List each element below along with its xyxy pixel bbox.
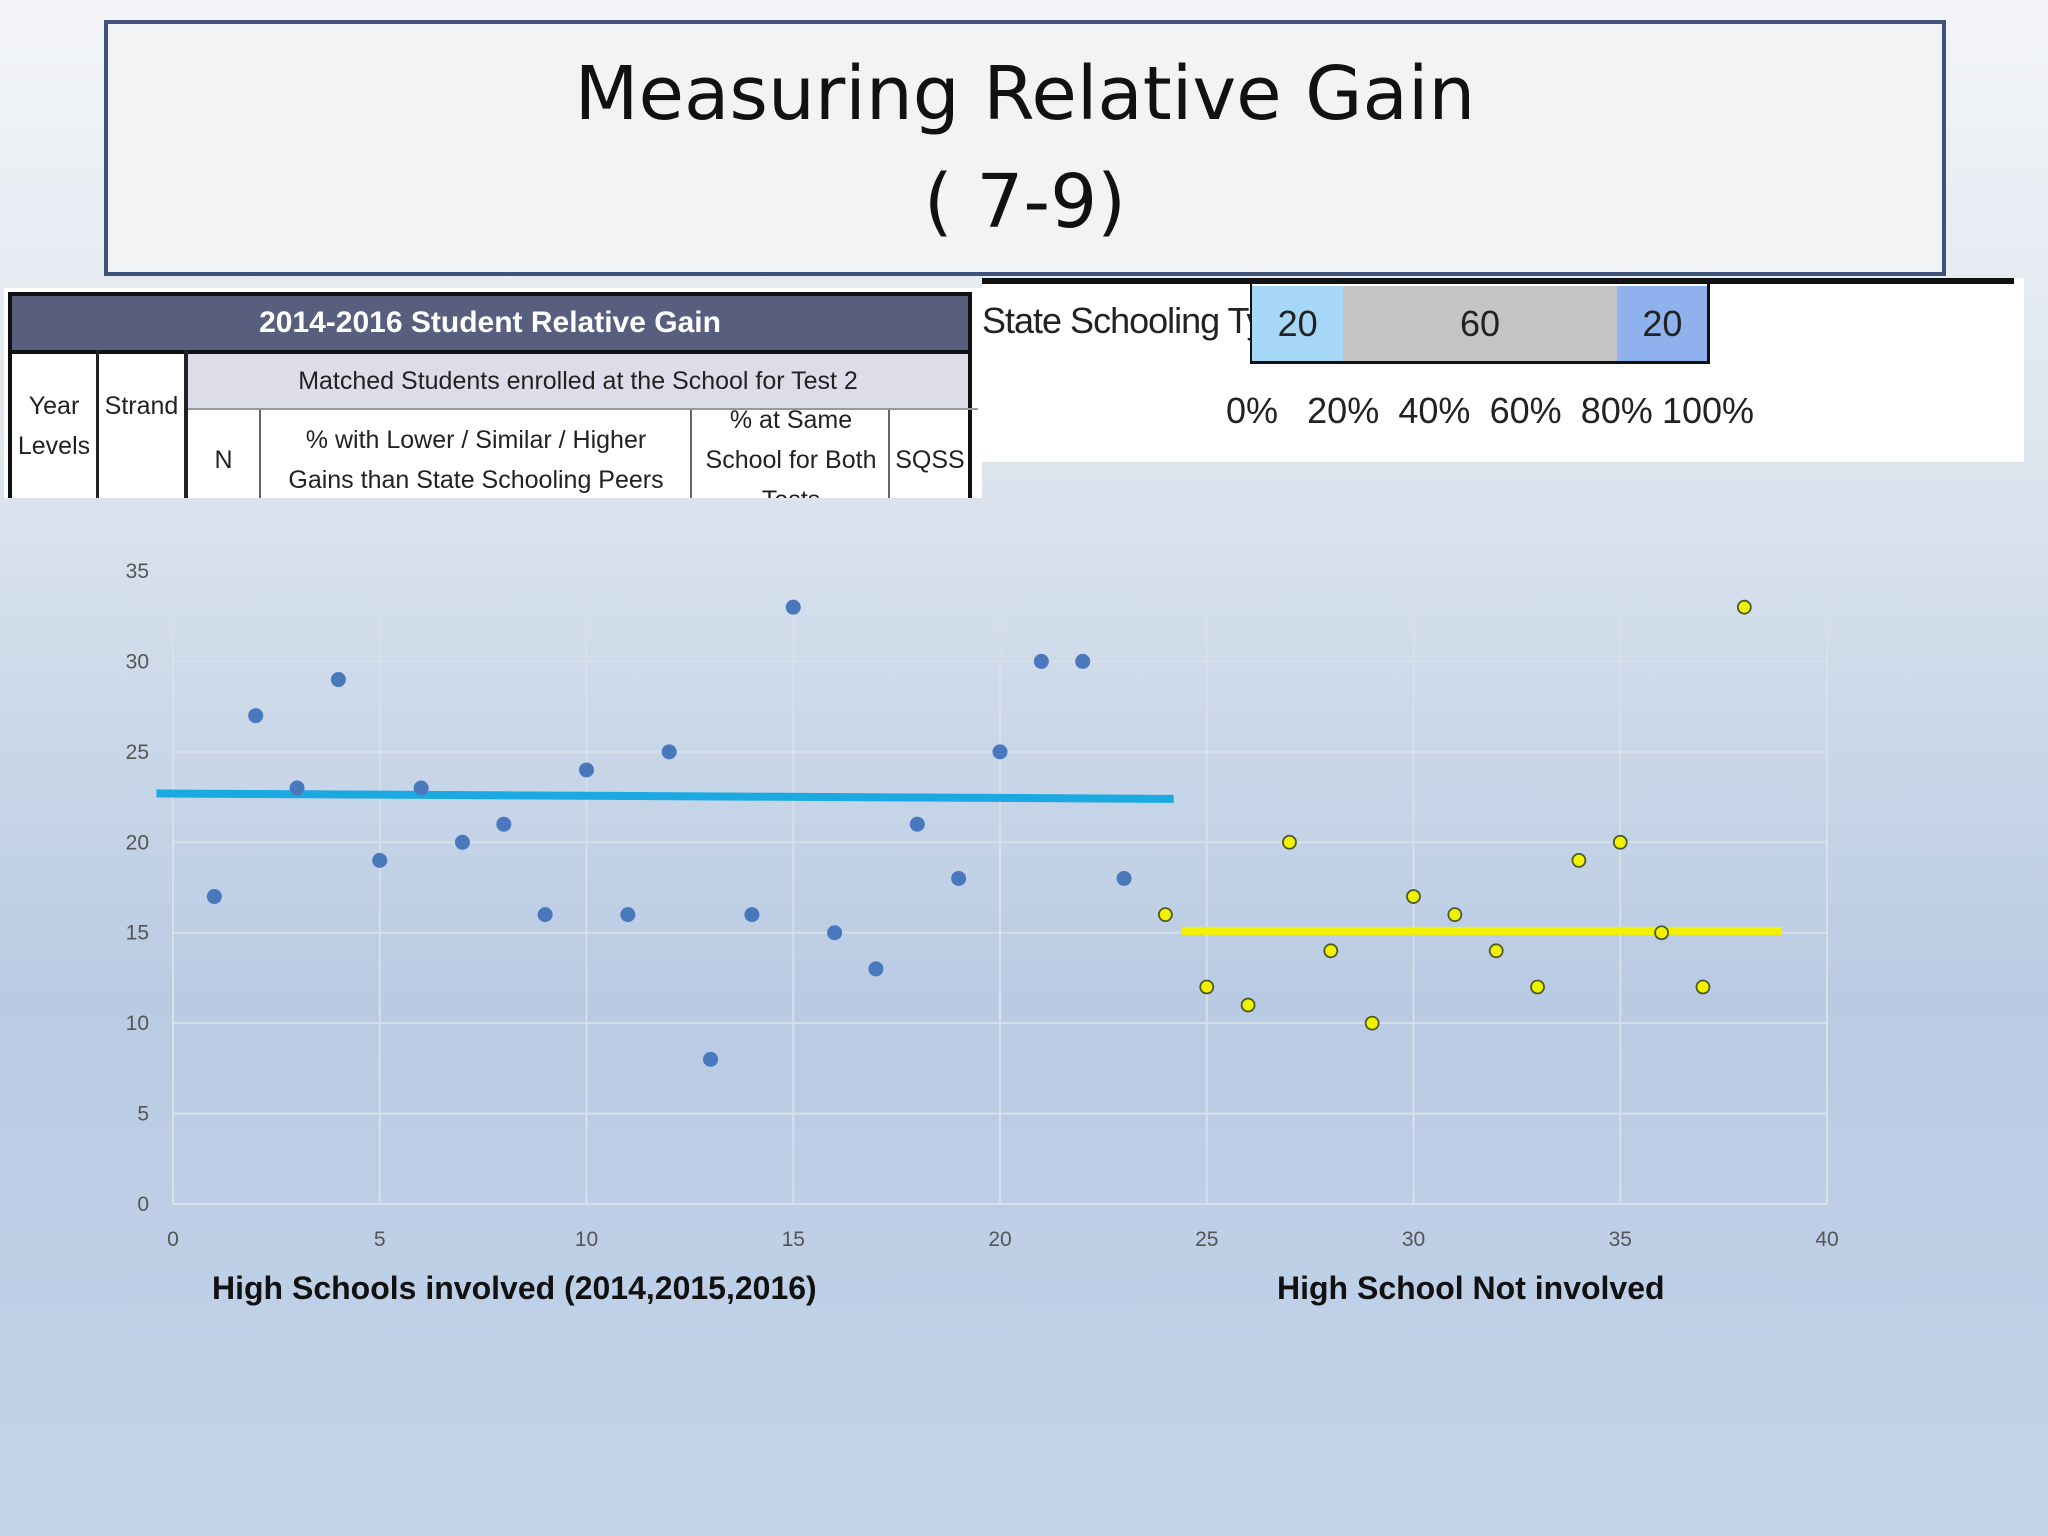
x-tick-label: 0 <box>167 1228 179 1251</box>
legend-tick-label: 60% <box>1489 390 1562 431</box>
scatter-chart: 0 5 10 15 20 25 30 35 0 5 10 15 20 25 30 35 40 <box>126 560 1839 1251</box>
data-point-series-1 <box>785 599 801 615</box>
data-point-series-1 <box>206 889 222 905</box>
y-tick-label: 30 <box>126 650 149 673</box>
legend-segment-1: 20 <box>1252 286 1344 362</box>
group-header: Matched Students enrolled at the School … <box>188 354 968 408</box>
data-point-series-2 <box>1612 834 1628 850</box>
data-point-series-1 <box>827 925 843 941</box>
x-tick-label: 25 <box>1195 1228 1218 1251</box>
data-point-series-1 <box>620 907 636 923</box>
data-point-series-2 <box>1654 925 1669 941</box>
data-point-series-1 <box>909 816 925 832</box>
col-year-levels: Year Levels <box>17 392 91 460</box>
x-tick-label: 5 <box>374 1228 386 1251</box>
x-tick-label: 15 <box>782 1228 805 1251</box>
data-point-series-1 <box>496 816 512 832</box>
data-point-series-1 <box>579 762 594 778</box>
y-tick-label: 20 <box>126 831 149 854</box>
slide-subtitle: ( 7-9) <box>923 159 1127 245</box>
data-point-series-1 <box>1075 653 1091 669</box>
x-tick-label: 10 <box>575 1228 598 1251</box>
data-point-series-2 <box>1364 1015 1380 1031</box>
data-point-series-1 <box>868 961 884 977</box>
relative-gain-table: 2014-2016 Student Relative Gain Matched … <box>4 288 982 498</box>
col-strand: Strand <box>104 392 179 420</box>
legend-segment-2: 60 <box>1343 286 1617 362</box>
data-point-series-2 <box>1695 979 1711 995</box>
data-point-series-2 <box>1323 943 1339 959</box>
y-tick-label: 0 <box>137 1193 149 1216</box>
state-schooling-legend: State Schooling Typically 20 60 20 0% 20% 40… <box>982 278 2024 462</box>
trend-line-1 <box>156 789 1174 803</box>
data-point-series-2 <box>1736 599 1752 615</box>
legend-segment-3: 20 <box>1616 286 1708 362</box>
data-point-series-1 <box>330 672 346 688</box>
legend-tick-label: 40% <box>1398 390 1471 431</box>
legend-tick-label: 80% <box>1580 390 1653 431</box>
col-n: N <box>214 446 233 474</box>
y-tick-label: 5 <box>137 1103 149 1126</box>
y-tick-label: 10 <box>126 1012 149 1035</box>
data-point-series-1 <box>413 780 429 796</box>
y-tick-label: 25 <box>126 741 149 764</box>
data-point-series-1 <box>703 1051 719 1067</box>
legend-tick-label: 100% <box>1661 390 1755 431</box>
data-point-series-1 <box>661 744 677 760</box>
table-header: 2014-2016 Student Relative Gain <box>12 296 968 354</box>
annotation-not-involved: High School Not involved <box>1277 1270 1665 1306</box>
x-tick-label: 40 <box>1815 1228 1838 1251</box>
annotation-involved: High Schools involved (2014,2015,2016) <box>212 1270 817 1306</box>
data-point-series-1 <box>537 907 553 923</box>
x-tick-label: 30 <box>1402 1228 1425 1251</box>
data-point-series-1 <box>951 870 967 886</box>
legend-tick-label: 20% <box>1307 390 1380 431</box>
data-point-series-2 <box>1488 943 1504 959</box>
data-point-series-1 <box>248 708 264 724</box>
col-gains: % with Lower / Similar / Higher Gains th… <box>288 426 664 494</box>
data-point-series-1 <box>289 780 305 796</box>
data-point-series-2 <box>1406 889 1421 904</box>
data-point-series-1 <box>372 852 388 868</box>
x-tick-label: 35 <box>1609 1228 1632 1251</box>
data-point-series-2 <box>1158 907 1173 923</box>
legend-tick-label: 0% <box>1225 390 1279 431</box>
x-tick-label: 20 <box>988 1228 1011 1251</box>
data-point-series-1 <box>1033 653 1049 669</box>
data-point-series-2 <box>1199 979 1215 995</box>
data-point-series-1 <box>992 744 1008 760</box>
slide-title-box: Measuring Relative Gain ( 7-9) <box>104 20 1946 276</box>
slide-title: Measuring Relative Gain <box>574 51 1476 137</box>
data-point-series-1 <box>454 834 470 850</box>
y-tick-label: 15 <box>126 922 149 945</box>
col-same-school: % at Same School for Both Tests <box>705 406 877 498</box>
data-point-series-2 <box>1530 979 1545 995</box>
data-point-series-2 <box>1447 907 1463 923</box>
data-point-series-1 <box>1116 870 1132 886</box>
data-point-series-2 <box>1282 834 1297 850</box>
y-tick-label: 35 <box>126 560 149 583</box>
data-point-series-2 <box>1571 852 1587 868</box>
col-sqss: SQSS <box>895 446 965 474</box>
data-point-series-1 <box>744 907 760 923</box>
data-point-series-2 <box>1240 997 1256 1013</box>
